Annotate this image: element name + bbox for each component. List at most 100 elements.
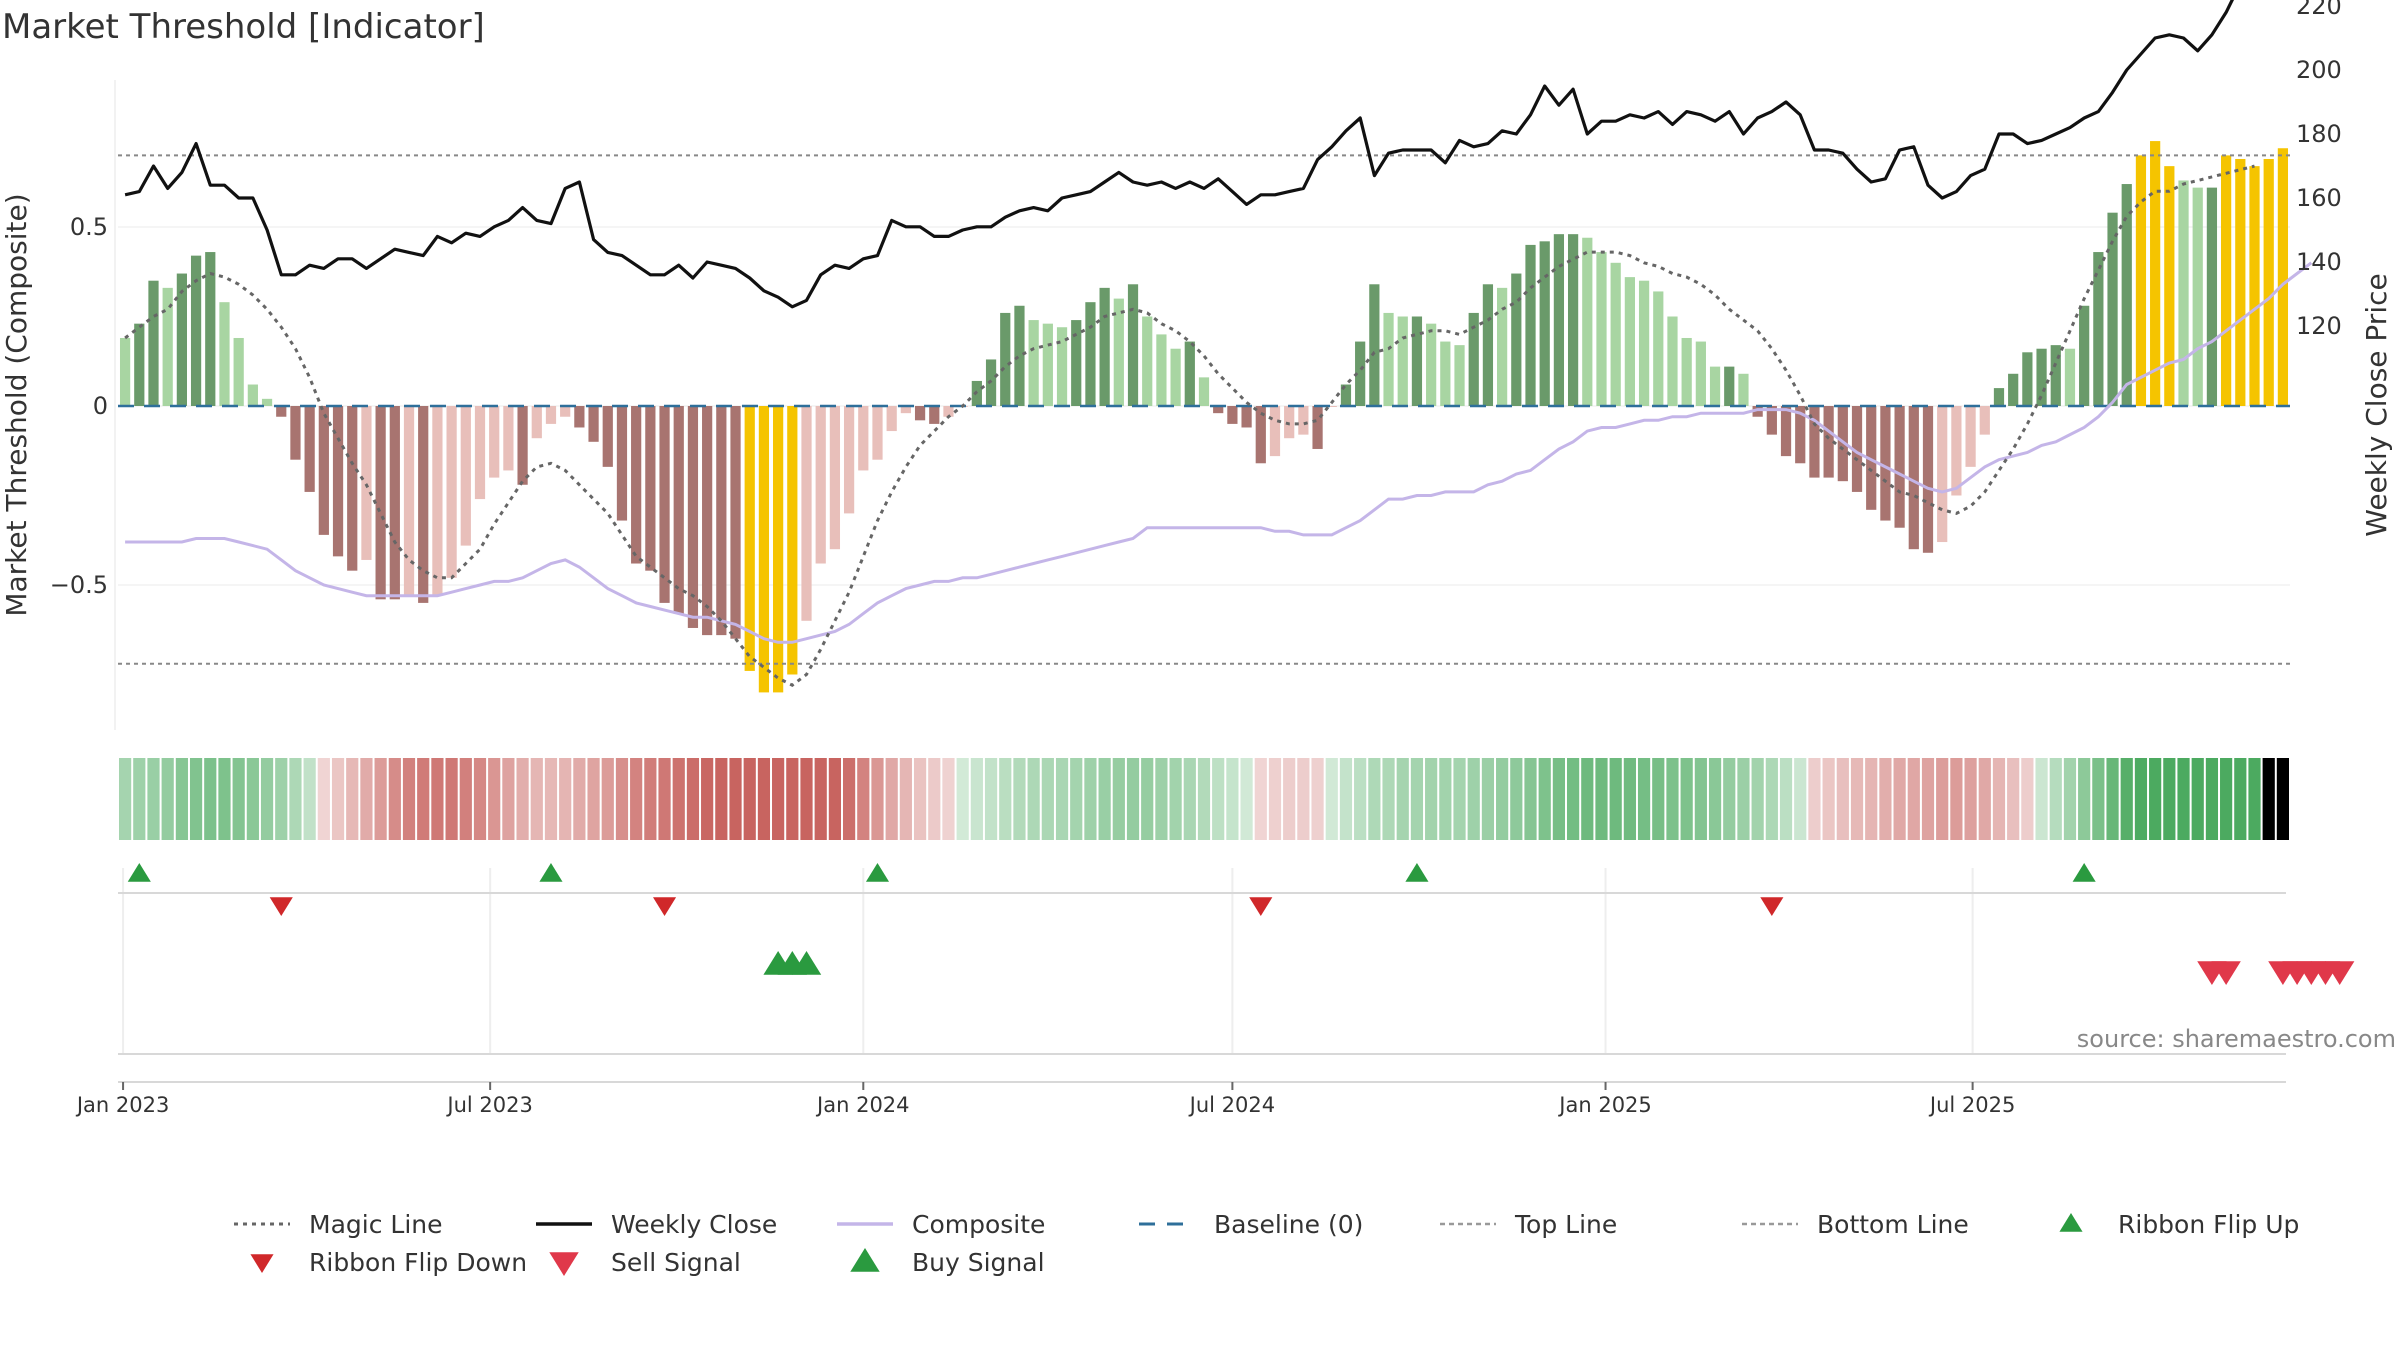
ribbon-cell xyxy=(445,758,458,840)
left-axis-label: Market Threshold (Composite) xyxy=(0,193,33,616)
composite-bar xyxy=(446,406,457,578)
composite-bar xyxy=(304,406,315,492)
ribbon-flip-up-marker xyxy=(1405,863,1429,882)
composite-bar xyxy=(1184,341,1195,406)
ribbon-cell xyxy=(1254,758,1267,840)
ribbon-cell xyxy=(161,758,174,840)
composite-bar xyxy=(1397,316,1408,406)
composite-bar xyxy=(758,406,770,693)
legend-label: Top Line xyxy=(1514,1210,1617,1239)
ribbon-cell xyxy=(530,758,543,840)
ribbon-cell xyxy=(999,758,1012,840)
ribbon-cell xyxy=(559,758,572,840)
composite-bar xyxy=(1553,234,1565,406)
composite-bar xyxy=(162,287,173,406)
composite-bar xyxy=(815,406,826,564)
ribbon-cell xyxy=(2021,758,2034,840)
ribbon-cell xyxy=(218,758,231,840)
composite-bar xyxy=(773,406,784,693)
composite-bar xyxy=(659,406,670,603)
ribbon-cell xyxy=(1964,758,1977,840)
ribbon-cell xyxy=(1496,758,1509,840)
ribbon-cell xyxy=(1226,758,1239,840)
composite-bar xyxy=(1099,287,1110,406)
composite-bar xyxy=(574,406,585,428)
legend: Magic Line Weekly Close Composite Baseline … xyxy=(234,1210,2299,1277)
ribbon-cell xyxy=(871,758,884,840)
composite-bar xyxy=(247,384,258,406)
ribbon-cell xyxy=(1978,758,1991,840)
legend-label: Composite xyxy=(912,1210,1045,1239)
ribbon-cell xyxy=(1779,758,1793,840)
ribbon-cell xyxy=(360,758,373,840)
ribbon-cell xyxy=(984,758,998,840)
composite-bar xyxy=(332,406,344,557)
composite-bar xyxy=(290,406,301,460)
ribbon-cell xyxy=(644,758,657,840)
composite-bar xyxy=(1525,244,1536,406)
ribbon-cell xyxy=(1112,758,1125,840)
composite-bar xyxy=(1255,406,1266,464)
ribbon-cell xyxy=(2049,758,2062,840)
ribbon-cell xyxy=(1084,758,1097,840)
composite-bar xyxy=(1227,406,1238,424)
ribbon-cell xyxy=(885,758,898,840)
sell-signal-marker xyxy=(2211,961,2241,985)
ribbon-cell xyxy=(2177,758,2190,840)
ribbon-cell xyxy=(516,758,529,840)
ribbon-cell xyxy=(1382,758,1395,840)
composite-bar xyxy=(1567,234,1579,406)
ribbon-cell xyxy=(1240,758,1253,840)
composite-bar xyxy=(1596,252,1607,406)
ribbon-cell xyxy=(1453,758,1466,840)
composite-bar xyxy=(2008,373,2019,406)
ribbon-flip-down-marker xyxy=(1249,897,1273,916)
composite-bar xyxy=(1965,406,1976,467)
ribbon-cell xyxy=(317,758,330,840)
composite-bar xyxy=(190,255,202,406)
composite-bar xyxy=(730,406,741,639)
composite-bar xyxy=(2235,158,2246,406)
ribbon-cell xyxy=(147,758,160,840)
ribbon-cell xyxy=(2262,758,2275,840)
ribbon-cell xyxy=(743,758,756,840)
composite-bar xyxy=(687,406,699,628)
source-note: source: sharemaestro.com xyxy=(2077,1025,2396,1053)
ribbon-cell xyxy=(2191,758,2204,840)
x-tick-label: Jul 2023 xyxy=(445,1093,532,1117)
legend-item: Baseline (0) xyxy=(1139,1210,1363,1239)
ribbon-cell xyxy=(857,758,870,840)
composite-bar xyxy=(233,337,244,406)
ribbon-cell xyxy=(346,758,359,840)
ribbon-cell xyxy=(289,758,302,840)
legend-item: Sell Signal xyxy=(549,1248,741,1277)
composite-bar xyxy=(1454,345,1465,406)
legend-swatch-marker xyxy=(549,1252,579,1276)
ribbon-cell xyxy=(1169,758,1182,840)
composite-bar xyxy=(2221,155,2232,406)
composite-bar xyxy=(2036,348,2047,406)
ribbon-cell xyxy=(119,758,132,840)
right-tick-label: 180 xyxy=(2296,120,2342,148)
ribbon-cell xyxy=(1836,758,1849,840)
ribbon-flip-down-marker xyxy=(269,897,293,916)
composite-bar xyxy=(1638,280,1650,406)
composite-bar xyxy=(503,406,514,471)
ribbon-cell xyxy=(970,758,983,840)
ribbon-cell xyxy=(2106,758,2119,840)
ribbon-cell xyxy=(2092,758,2105,840)
ribbon-cell xyxy=(431,758,444,840)
ribbon-cell xyxy=(1879,758,1892,840)
composite-bar xyxy=(1880,406,1891,521)
ribbon-cell xyxy=(658,758,671,840)
legend-label: Magic Line xyxy=(309,1210,443,1239)
ribbon-cell xyxy=(757,758,771,840)
legend-swatch-marker xyxy=(250,1254,274,1273)
ribbon-cell xyxy=(1552,758,1565,840)
ribbon-cell xyxy=(2205,758,2219,840)
ribbon-cell xyxy=(488,758,501,840)
ribbon-cell xyxy=(1623,758,1636,840)
ribbon-cell xyxy=(189,758,203,840)
x-tick-label: Jul 2024 xyxy=(1188,1093,1275,1117)
